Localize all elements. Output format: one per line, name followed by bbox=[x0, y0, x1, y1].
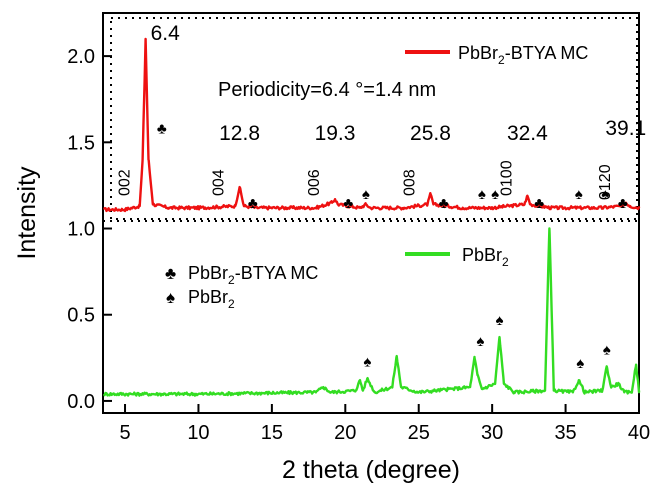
peak-label-4: 32.4 bbox=[507, 122, 548, 145]
y-tick-label-3: 1.5 bbox=[67, 132, 95, 154]
x-axis-title: 2 theta (degree) bbox=[282, 456, 460, 484]
club-marker-5: ♣ bbox=[618, 195, 628, 212]
y-axis-title: Intensity bbox=[13, 166, 41, 260]
x-tick-label-0: 5 bbox=[119, 422, 130, 444]
x-tick-label-7: 40 bbox=[628, 422, 650, 444]
hkl-label-5: 0120 bbox=[597, 164, 614, 200]
x-tick-label-4: 25 bbox=[408, 422, 430, 444]
x-tick-label-5: 30 bbox=[481, 422, 503, 444]
x-axis: 5 10 15 20 25 30 35 40 bbox=[119, 404, 650, 444]
club-marker-1: ♣ bbox=[248, 195, 258, 212]
marker-legend-spade-label: PbBr2 bbox=[188, 287, 235, 311]
legend-bottom: PbBr2 bbox=[405, 245, 509, 269]
y-tick-label-1: 0.5 bbox=[67, 305, 95, 327]
club-marker-0: ♣ bbox=[157, 121, 167, 138]
spade-marker-3: ♠ bbox=[575, 186, 583, 203]
series-line-0 bbox=[103, 37, 641, 213]
club-marker-2: ♣ bbox=[343, 195, 353, 212]
peak-label-5: 39.1 bbox=[605, 117, 646, 140]
labels-layer: 6.4 12.8 19.3 25.8 32.4 39.1 002 004 006 008 0100 0… bbox=[117, 22, 647, 200]
spade-marker-2: ♠ bbox=[491, 186, 499, 203]
legend-label-series-1: PbBr2 bbox=[462, 245, 509, 269]
spade-marker-8: ♠ bbox=[576, 355, 584, 372]
series-line-1 bbox=[103, 227, 641, 397]
spade-marker-4: ♠ bbox=[601, 186, 609, 203]
x-tick-label-3: 20 bbox=[334, 422, 356, 444]
marker-legend-spade-icon: ♠ bbox=[166, 288, 175, 307]
hkl-label-2: 006 bbox=[306, 169, 323, 196]
spade-marker-5: ♠ bbox=[363, 353, 371, 370]
spade-marker-1: ♠ bbox=[478, 186, 486, 203]
x-tick-label-1: 10 bbox=[187, 422, 209, 444]
peak-label-2: 19.3 bbox=[315, 122, 356, 145]
series-layer bbox=[103, 37, 641, 397]
spade-marker-7: ♠ bbox=[496, 312, 504, 329]
hkl-label-3: 008 bbox=[401, 169, 418, 196]
spade-marker-6: ♠ bbox=[476, 333, 484, 350]
x-tick-label-6: 35 bbox=[554, 422, 576, 444]
hkl-label-1: 004 bbox=[211, 169, 228, 196]
club-marker-4: ♣ bbox=[534, 195, 544, 212]
marker-legend-club-label: PbBr2-BTYA MC bbox=[188, 263, 318, 287]
legend-label-series-0: PbBr2-BTYA MC bbox=[458, 43, 588, 67]
hkl-label-0: 002 bbox=[117, 169, 134, 196]
markers-layer: ♣ ♣ ♣ ♣ ♣ ♣ ♠ ♠ ♠ ♠ ♠ ♠ ♠ ♠ ♠ ♠ bbox=[157, 121, 628, 372]
marker-legend-club-icon: ♣ bbox=[165, 264, 176, 283]
y-tick-label-2: 1.0 bbox=[67, 219, 95, 241]
marker-legend: ♣ PbBr2-BTYA MC ♠ PbBr2 bbox=[165, 263, 318, 311]
periodicity-annotation: Periodicity=6.4 °=1.4 nm bbox=[218, 79, 436, 101]
legend-top: PbBr2-BTYA MC bbox=[405, 43, 588, 67]
x-tick-label-2: 15 bbox=[261, 422, 283, 444]
spade-marker-0: ♠ bbox=[362, 186, 370, 203]
peak-label-1: 12.8 bbox=[219, 122, 260, 145]
peak-label-0: 6.4 bbox=[151, 22, 181, 45]
spade-marker-9: ♠ bbox=[603, 341, 611, 358]
club-marker-3: ♣ bbox=[439, 195, 449, 212]
y-axis: 0.0 0.5 1.0 1.5 2.0 bbox=[67, 46, 112, 413]
plot-frame bbox=[102, 12, 640, 414]
hkl-label-4: 0100 bbox=[498, 160, 515, 196]
peak-label-3: 25.8 bbox=[410, 122, 451, 145]
y-tick-label-0: 0.0 bbox=[67, 391, 95, 413]
y-tick-label-4: 2.0 bbox=[67, 46, 95, 68]
